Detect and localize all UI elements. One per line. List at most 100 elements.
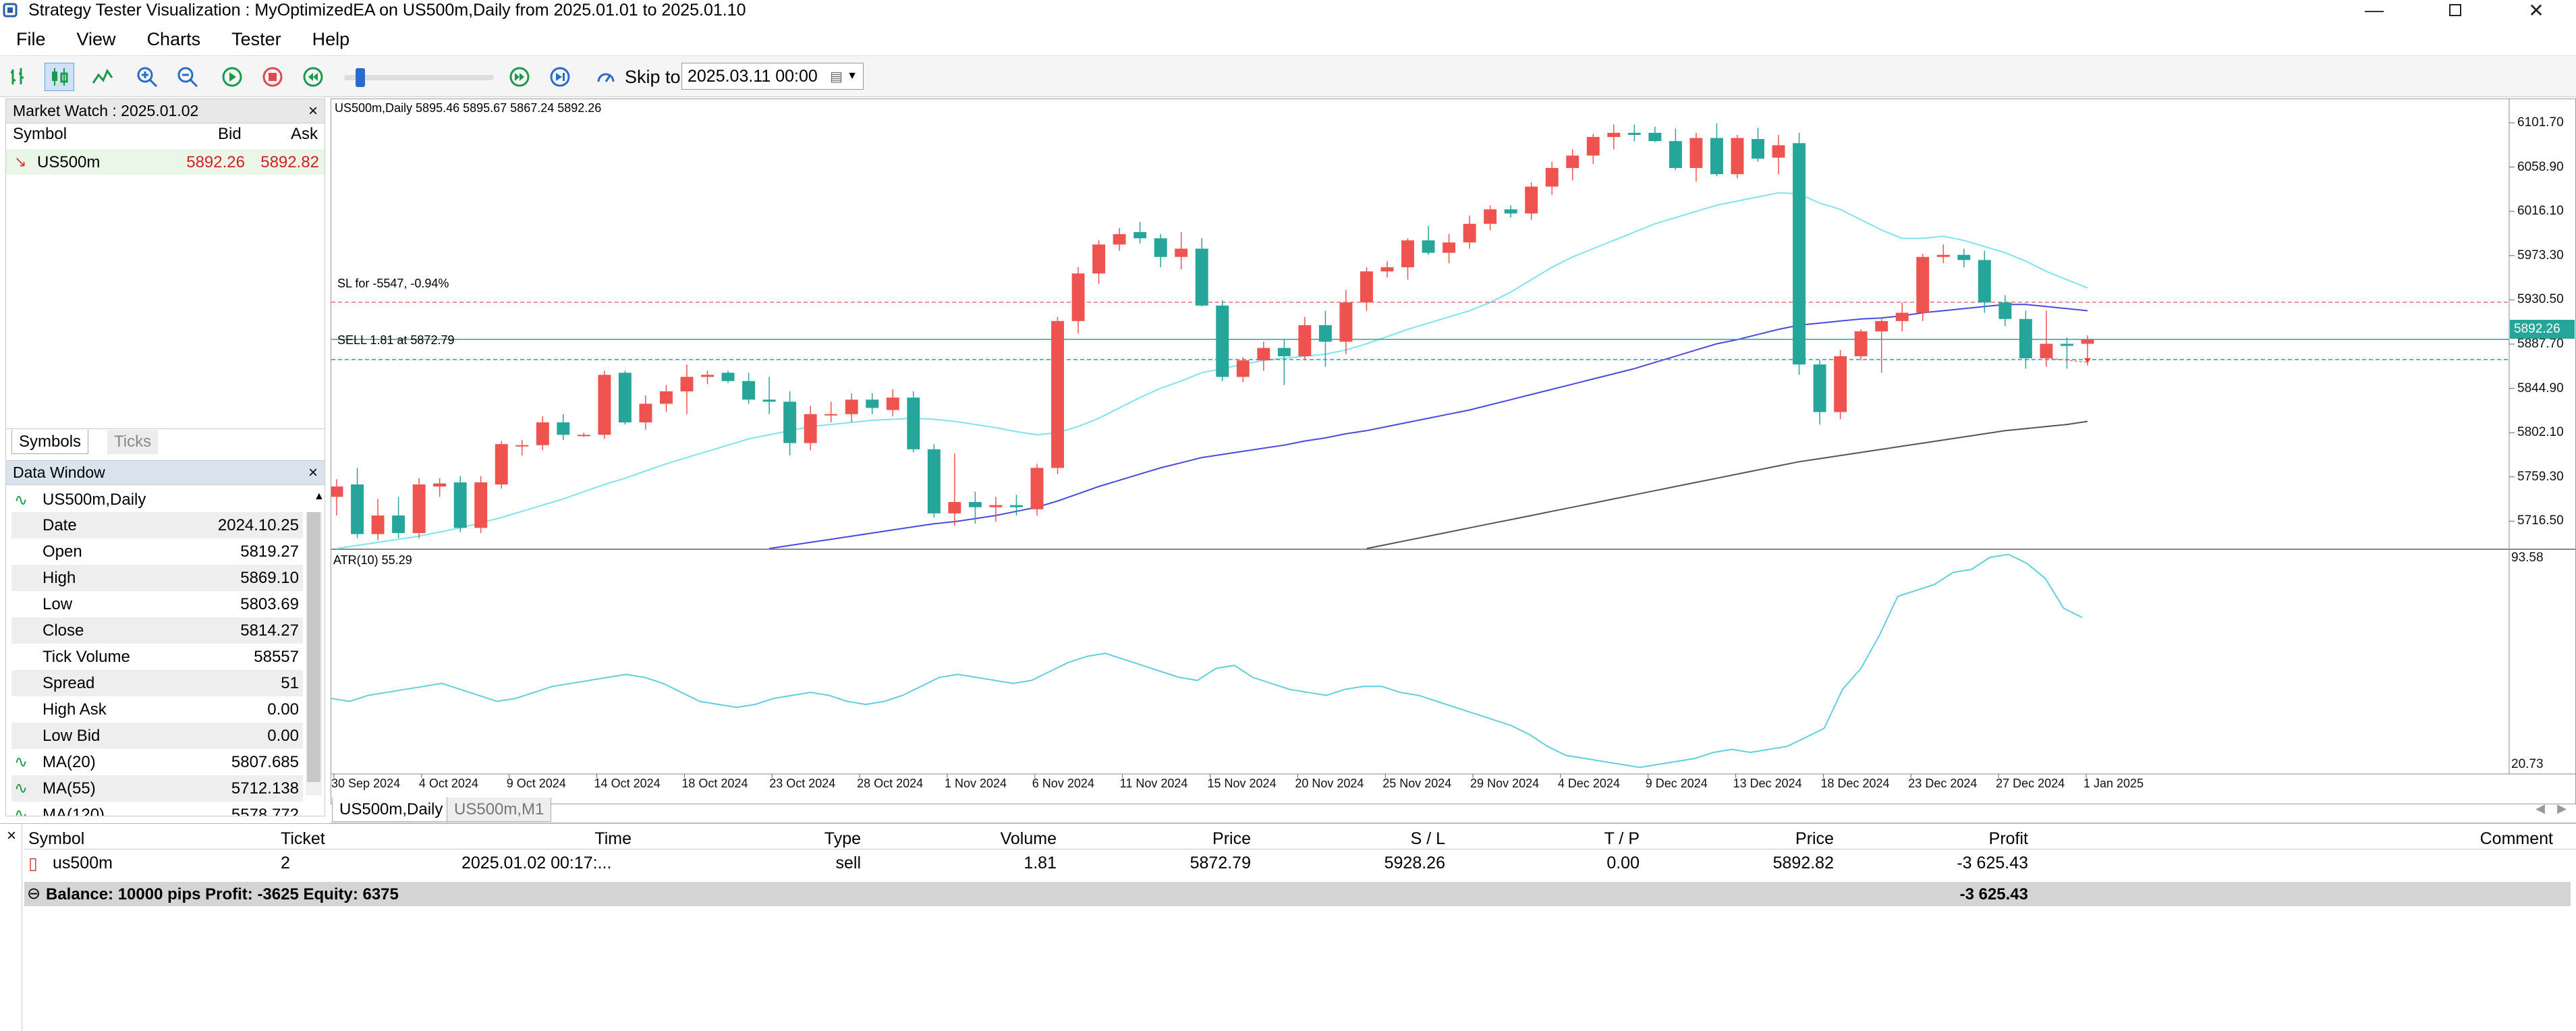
candle [495, 444, 508, 484]
candle [536, 422, 549, 445]
price-chart[interactable] [331, 99, 2575, 804]
candle [1689, 138, 1703, 168]
skip-date-picker[interactable]: 2025.03.11 00:00 ▤ ▼ [681, 63, 864, 90]
tab-us500m-m1[interactable]: US500m,M1 [447, 798, 552, 822]
candle [351, 484, 364, 534]
candle [721, 372, 735, 381]
fast-forward-icon[interactable] [505, 63, 534, 91]
col-current-price[interactable]: Price [1795, 829, 1834, 848]
col-symbol[interactable]: Symbol [28, 829, 85, 848]
stop-icon[interactable] [258, 63, 287, 91]
candle [1236, 360, 1250, 377]
scrollbar-thumb[interactable] [307, 512, 320, 782]
scrollbar[interactable] [306, 512, 322, 796]
candle [1092, 244, 1106, 274]
candle [824, 414, 838, 416]
row-value: 5803.69 [240, 594, 299, 613]
line-chart-icon[interactable] [88, 63, 117, 91]
menu-file[interactable]: File [16, 28, 46, 49]
col-tp[interactable]: T / P [1604, 829, 1640, 848]
candle [618, 372, 632, 423]
tab-us500m-daily[interactable]: US500m,Daily [332, 798, 451, 822]
candle [762, 399, 776, 402]
col-comment[interactable]: Comment [2480, 829, 2553, 848]
close-icon[interactable]: × [308, 101, 318, 120]
x-tick-label: 9 Dec 2024 [1645, 777, 1708, 790]
col-ask[interactable]: Ask [291, 125, 318, 143]
col-type[interactable]: Type [824, 829, 861, 848]
col-profit[interactable]: Profit [1988, 829, 2028, 848]
speed-slider-thumb[interactable] [355, 68, 365, 87]
candle [742, 381, 756, 400]
candle [1175, 248, 1188, 257]
bar-chart-icon[interactable] [5, 63, 35, 91]
col-price[interactable]: Price [1212, 829, 1251, 848]
list-item[interactable]: ↘ US500m 5892.26 5892.82 [6, 149, 325, 175]
row-value: 0.00 [267, 726, 299, 745]
list-item: ∿ MA(20) 5807.685 [11, 749, 303, 775]
candle [412, 484, 426, 534]
skip-to-icon[interactable] [591, 63, 621, 91]
close-icon[interactable]: × [7, 827, 17, 845]
x-tick-label: 23 Dec 2024 [1908, 777, 1978, 790]
minimize-button[interactable]: — [2365, 0, 2384, 20]
col-volume[interactable]: Volume [1000, 829, 1057, 848]
balance-summary: Balance: 10000 pips Profit: -3625 Equity… [46, 885, 399, 903]
atr-label: ATR(10) 55.29 [333, 553, 412, 567]
candle [2081, 339, 2094, 344]
row-key: High [43, 568, 76, 587]
ma120-line [1366, 420, 2088, 549]
close-icon[interactable]: × [308, 463, 318, 482]
y-tick-label: 5887.70 [2517, 336, 2564, 351]
app-icon [3, 3, 18, 18]
list-item: Close 5814.27 [11, 617, 303, 644]
row-value: 5807.685 [231, 752, 299, 771]
collapse-icon[interactable]: ⊖ [27, 885, 41, 903]
x-tick-label: 25 Nov 2024 [1382, 777, 1452, 790]
menu-charts[interactable]: Charts [146, 28, 201, 49]
zoom-out-icon[interactable] [173, 63, 202, 91]
menu-help[interactable]: Help [312, 28, 350, 49]
maximize-button[interactable] [2426, 0, 2484, 20]
rewind-icon[interactable] [298, 63, 328, 91]
calendar-icon[interactable]: ▤ [830, 69, 843, 84]
candle [371, 515, 385, 534]
chevron-down-icon[interactable]: ▼ [847, 70, 858, 82]
y-tick-label: 5973.30 [2517, 248, 2564, 262]
candle [1916, 256, 1930, 313]
scroll-right-icon[interactable]: ▶ [2557, 802, 2567, 815]
candle [1463, 223, 1476, 243]
col-bid[interactable]: Bid [218, 125, 242, 143]
candle [1607, 132, 1621, 137]
candle [1339, 302, 1353, 342]
menu-tester[interactable]: Tester [231, 28, 281, 49]
candle [1772, 145, 1785, 158]
candle [1484, 209, 1497, 224]
sell-label: SELL 1.81 at 5872.79 [337, 333, 455, 347]
scroll-left-icon[interactable]: ◀ [2536, 802, 2545, 815]
row-value: 5819.27 [240, 542, 299, 561]
data-window-symbol: ∿ US500m,Daily ▲ [14, 491, 325, 509]
row-ticket: 2 [281, 854, 290, 872]
skip-end-icon[interactable] [545, 63, 575, 91]
col-ticket[interactable]: Ticket [281, 829, 325, 848]
tab-ticks[interactable]: Ticks [107, 430, 159, 454]
col-symbol[interactable]: Symbol [13, 125, 67, 143]
candle [598, 374, 611, 435]
speed-slider[interactable] [344, 68, 494, 87]
chevron-up-icon[interactable]: ▲ [314, 491, 325, 502]
menu-view[interactable]: View [76, 28, 116, 49]
tab-symbols[interactable]: Symbols [11, 430, 89, 454]
col-sl[interactable]: S / L [1410, 829, 1445, 848]
play-icon[interactable] [217, 63, 247, 91]
row-value: 5712.138 [231, 779, 299, 798]
table-row[interactable]: ▯ us500m 2 2025.01.02 00:17:... sell 1.8… [24, 849, 2576, 875]
balance-profit: -3 625.43 [1959, 885, 2028, 903]
x-tick-label: 28 Oct 2024 [857, 777, 924, 790]
candlestick-chart-icon[interactable] [45, 63, 74, 91]
candle [1318, 325, 1332, 342]
col-time[interactable]: Time [594, 829, 632, 848]
zoom-in-icon[interactable] [132, 63, 162, 91]
close-window-button[interactable]: ✕ [2528, 0, 2544, 21]
candle [1998, 302, 2012, 319]
